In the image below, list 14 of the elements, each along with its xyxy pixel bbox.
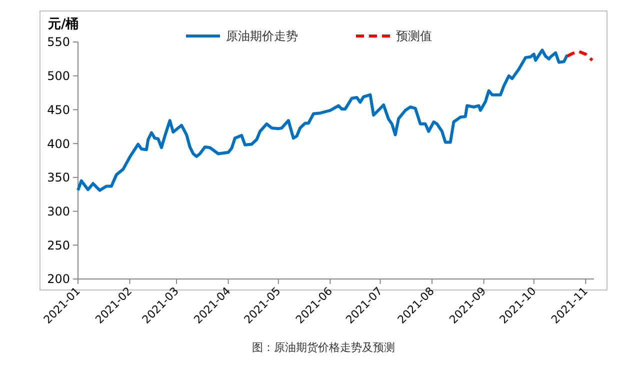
legend-label: 原油期价走势 [226, 29, 298, 44]
y-tick-label: 450 [47, 102, 70, 117]
text: 图：原油期货价格走势及预测 [252, 341, 395, 354]
y-tick-label: 300 [47, 204, 70, 218]
y-axis-title: 元/桶 [47, 17, 79, 32]
y-tick-label: 550 [47, 35, 70, 50]
line-series [566, 50, 594, 62]
y-tick-label: 400 [47, 136, 70, 151]
line-series [76, 48, 569, 192]
y-tick-label: 200 [47, 272, 70, 286]
legend-label: 预测值 [396, 29, 432, 44]
y-tick-label: 350 [47, 170, 70, 185]
y-tick-label: 250 [47, 238, 70, 252]
y-tick-label: 500 [47, 69, 70, 84]
